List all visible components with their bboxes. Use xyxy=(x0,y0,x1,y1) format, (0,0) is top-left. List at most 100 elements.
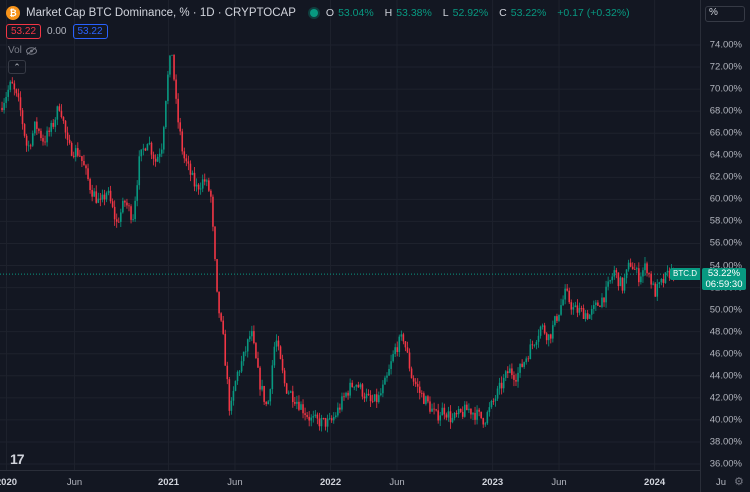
candle-body xyxy=(304,413,306,416)
candle-body xyxy=(298,401,300,410)
candle-body xyxy=(662,278,665,283)
candle-body xyxy=(480,411,482,419)
candle-body xyxy=(306,415,308,417)
candle-body xyxy=(500,382,503,389)
price-tick-label: 36.00% xyxy=(709,458,742,470)
buy-button[interactable]: 53.22 xyxy=(72,24,108,39)
candle-body xyxy=(402,334,405,342)
candle-body xyxy=(154,158,157,162)
price-axis[interactable]: 74.00% 72.00% 70.00% 68.00% 66.00% 64.00% 62.0… xyxy=(700,0,750,492)
candle-body xyxy=(44,141,46,143)
candle-body xyxy=(144,148,147,151)
candle-body xyxy=(484,423,487,425)
candle-body xyxy=(240,361,243,372)
tradingview-logo[interactable]: 17 xyxy=(10,451,25,467)
candle-body xyxy=(334,415,337,418)
candle-body xyxy=(281,358,284,371)
candle-body xyxy=(173,54,175,80)
candle-body xyxy=(388,368,390,376)
time-axis[interactable]: 2020 Jun 2021 Jun 2022 Jun 2023 Jun 2024 Ju xyxy=(0,470,726,492)
candle-body xyxy=(429,401,431,412)
candle-body xyxy=(167,74,169,101)
time-tick-label: Jun xyxy=(66,477,83,488)
candle-body xyxy=(382,384,384,394)
scale-percent-button[interactable]: % xyxy=(705,6,745,22)
price-tick-label: 70.00% xyxy=(709,83,742,95)
candle-body xyxy=(285,383,288,394)
candle-body xyxy=(160,149,163,154)
candle-body xyxy=(472,412,474,415)
eye-icon[interactable] xyxy=(25,46,37,55)
candle-body xyxy=(521,363,523,367)
candle-body xyxy=(251,331,253,337)
candle-body xyxy=(316,414,319,419)
candle-body xyxy=(122,200,124,213)
candle-body xyxy=(199,188,202,190)
candle-body xyxy=(7,89,9,97)
candle-body xyxy=(93,191,95,197)
candle-body xyxy=(148,142,151,144)
candle-body xyxy=(644,263,646,271)
candle-body xyxy=(543,325,546,334)
candle-body xyxy=(138,156,141,186)
candle-body xyxy=(68,139,71,143)
price-tick-label: 50.00% xyxy=(709,304,742,316)
candle-body xyxy=(552,325,554,339)
candle-body xyxy=(95,191,98,203)
candle-body xyxy=(203,179,206,182)
candle-body xyxy=(631,266,634,270)
candle-body xyxy=(210,190,212,197)
candle-body xyxy=(48,130,50,132)
candle-body xyxy=(537,335,540,342)
candle-body xyxy=(181,131,184,152)
chevron-up-icon[interactable]: ⌃ xyxy=(8,60,26,74)
candle-body xyxy=(42,138,44,142)
price-tick-label: 42.00% xyxy=(709,392,742,404)
candle-body xyxy=(312,416,315,418)
candle-body xyxy=(357,384,360,388)
candle-body xyxy=(50,122,52,132)
candle-body xyxy=(384,377,386,385)
gear-icon[interactable]: ⚙ xyxy=(734,476,744,488)
candle-body xyxy=(1,107,3,111)
volume-label: Vol xyxy=(8,45,22,56)
candle-body xyxy=(349,382,351,396)
candle-body xyxy=(117,221,120,223)
candle-body xyxy=(363,396,366,399)
candle-body xyxy=(560,305,562,315)
candle-body xyxy=(179,122,181,132)
candle-body xyxy=(91,189,93,197)
candle-body xyxy=(513,375,515,380)
candle-body xyxy=(257,358,259,368)
candle-body xyxy=(404,341,407,348)
price-tick-label: 66.00% xyxy=(709,127,742,139)
candle-body xyxy=(590,308,593,315)
sell-button[interactable]: 53.22 xyxy=(6,24,42,39)
candle-body xyxy=(601,297,603,307)
candle-body xyxy=(236,371,239,382)
candle-body xyxy=(525,358,528,363)
candle-body xyxy=(271,365,274,390)
chart-grid xyxy=(0,0,700,470)
candle-body xyxy=(617,272,620,287)
price-chart-area[interactable] xyxy=(0,0,700,470)
symbol-title[interactable]: Market Cap BTC Dominance, % · 1D · CRYPT… xyxy=(26,7,296,19)
volume-indicator[interactable]: Vol xyxy=(8,45,37,56)
candle-body xyxy=(390,361,392,369)
candle-body xyxy=(58,106,61,111)
candle-body xyxy=(224,333,227,366)
candle-body xyxy=(668,270,671,278)
candle-body xyxy=(633,269,636,270)
candle-body xyxy=(152,154,155,159)
candle-body xyxy=(355,384,358,387)
candle-body xyxy=(36,121,38,129)
candle-body xyxy=(165,100,167,128)
candle-body xyxy=(496,388,499,399)
market-status-icon xyxy=(309,9,318,17)
candle-body xyxy=(562,299,564,306)
price-tick-label: 44.00% xyxy=(709,370,742,382)
price-tick-label: 46.00% xyxy=(709,348,742,360)
candle-body xyxy=(111,201,114,207)
candle-body xyxy=(648,273,650,274)
candle-body xyxy=(216,259,218,292)
